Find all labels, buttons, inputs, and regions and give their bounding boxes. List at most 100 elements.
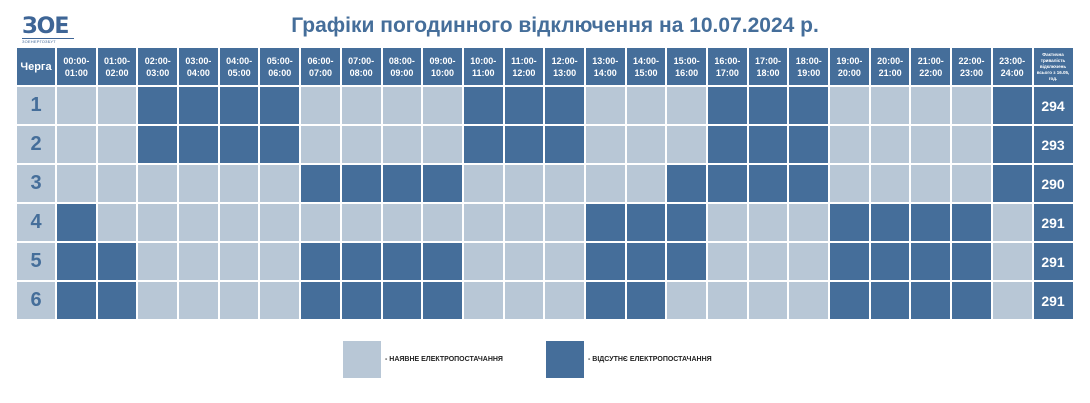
total-header: Фактична тривалість відключень всього з …	[1033, 48, 1073, 85]
available-cell	[545, 204, 584, 241]
available-cell	[952, 126, 991, 163]
outage-cell	[138, 126, 178, 163]
outage-cell	[708, 165, 747, 202]
available-cell	[219, 204, 259, 241]
outage-cell	[57, 282, 96, 319]
outage-cell	[423, 165, 462, 202]
available-cell	[748, 282, 788, 319]
available-cell	[626, 87, 666, 124]
available-cell	[504, 204, 544, 241]
available-cell	[830, 126, 869, 163]
queue-row: 6 291	[17, 282, 1073, 319]
outage-cell	[992, 126, 1032, 163]
available-cell	[382, 87, 422, 124]
available-cell	[57, 165, 96, 202]
outage-cell	[708, 87, 747, 124]
hour-header: 03:00-04:00	[179, 48, 218, 85]
outage-cell	[138, 87, 178, 124]
outage-cell	[952, 204, 991, 241]
legend-swatch-outage	[546, 341, 584, 378]
hour-header: 14:00-15:00	[626, 48, 666, 85]
outage-cell	[830, 282, 869, 319]
company-logo: ЗОЕ ЗОЕНЕРГОЗБУТ	[22, 16, 74, 46]
outage-cell	[911, 204, 951, 241]
queue-row: 3 290	[17, 165, 1073, 202]
legend-available: - НАЯВНЕ ЕЛЕКТРОПОСТАЧАННЯ	[343, 341, 503, 378]
available-cell	[179, 243, 218, 280]
available-cell	[545, 243, 584, 280]
available-cell	[179, 282, 218, 319]
header-row: Черга 00:00-01:00 01:00-02:00 02:00-03:00 0…	[17, 48, 1073, 85]
legend-label-available: - НАЯВНЕ ЕЛЕКТРОПОСТАЧАННЯ	[385, 356, 503, 363]
hour-header: 15:00-16:00	[667, 48, 706, 85]
available-cell	[870, 87, 910, 124]
outage-cell	[830, 243, 869, 280]
queue-header: Черга	[17, 48, 55, 85]
available-cell	[870, 126, 910, 163]
logo-mark: ЗОЕ	[22, 14, 69, 39]
available-cell	[219, 165, 259, 202]
available-cell	[789, 243, 829, 280]
available-cell	[382, 126, 422, 163]
available-cell	[138, 204, 178, 241]
hour-header: 16:00-17:00	[708, 48, 747, 85]
available-cell	[748, 204, 788, 241]
available-cell	[626, 126, 666, 163]
outage-cell	[667, 165, 706, 202]
available-cell	[423, 204, 462, 241]
available-cell	[301, 126, 340, 163]
hour-header: 01:00-02:00	[97, 48, 137, 85]
outage-cell	[179, 126, 218, 163]
logo-subtitle: ЗОЕНЕРГОЗБУТ	[22, 38, 74, 44]
outage-cell	[911, 243, 951, 280]
total-hours: 294	[1033, 87, 1073, 124]
available-cell	[179, 204, 218, 241]
available-cell	[789, 204, 829, 241]
queue-row: 2 293	[17, 126, 1073, 163]
outage-cell	[585, 282, 625, 319]
hour-header: 17:00-18:00	[748, 48, 788, 85]
outage-cell	[830, 204, 869, 241]
hour-header: 12:00-13:00	[545, 48, 584, 85]
available-cell	[57, 87, 96, 124]
available-cell	[97, 165, 137, 202]
outage-cell	[179, 87, 218, 124]
available-cell	[301, 204, 340, 241]
available-cell	[992, 282, 1032, 319]
total-hours: 291	[1033, 204, 1073, 241]
hour-header: 09:00-10:00	[423, 48, 462, 85]
queue-number: 5	[17, 243, 55, 280]
available-cell	[667, 282, 706, 319]
available-cell	[463, 165, 503, 202]
outage-cell	[57, 204, 96, 241]
outage-cell	[219, 87, 259, 124]
available-cell	[992, 204, 1032, 241]
hour-header: 11:00-12:00	[504, 48, 544, 85]
outage-cell	[748, 87, 788, 124]
available-cell	[57, 126, 96, 163]
total-hours: 291	[1033, 282, 1073, 319]
queue-number: 1	[17, 87, 55, 124]
outage-cell	[504, 126, 544, 163]
outage-cell	[463, 87, 503, 124]
available-cell	[138, 243, 178, 280]
available-cell	[341, 126, 381, 163]
available-cell	[708, 204, 747, 241]
available-cell	[504, 282, 544, 319]
available-cell	[179, 165, 218, 202]
outage-cell	[952, 282, 991, 319]
queue-row: 1 294	[17, 87, 1073, 124]
outage-cell	[301, 243, 340, 280]
available-cell	[97, 87, 137, 124]
outage-cell	[423, 282, 462, 319]
outage-cell	[789, 126, 829, 163]
total-hours: 290	[1033, 165, 1073, 202]
legend-swatch-available	[343, 341, 381, 378]
hour-header: 07:00-08:00	[341, 48, 381, 85]
available-cell	[341, 87, 381, 124]
outage-cell	[992, 165, 1032, 202]
outage-cell	[748, 165, 788, 202]
available-cell	[97, 126, 137, 163]
available-cell	[423, 87, 462, 124]
outage-cell	[341, 165, 381, 202]
